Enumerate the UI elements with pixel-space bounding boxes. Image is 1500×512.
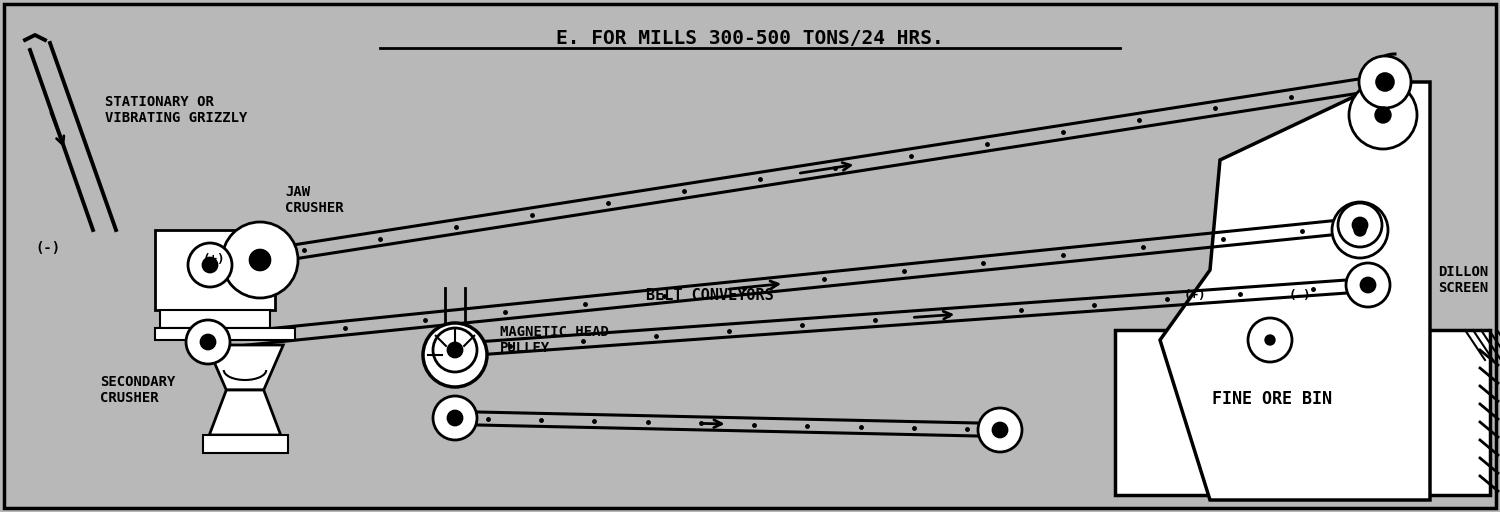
- Circle shape: [222, 222, 298, 298]
- Circle shape: [447, 343, 462, 358]
- Bar: [154, 328, 296, 340]
- Circle shape: [1248, 318, 1292, 362]
- Bar: [1114, 330, 1490, 495]
- Circle shape: [447, 410, 462, 425]
- Circle shape: [423, 323, 488, 387]
- Circle shape: [1353, 217, 1368, 232]
- Bar: [202, 435, 288, 453]
- Bar: [160, 310, 270, 328]
- Text: (-): (-): [1288, 288, 1311, 302]
- Circle shape: [978, 408, 1022, 452]
- Circle shape: [433, 396, 477, 440]
- Circle shape: [1376, 107, 1390, 123]
- Circle shape: [1376, 73, 1394, 91]
- Circle shape: [993, 422, 1008, 438]
- Text: (+): (+): [202, 253, 225, 267]
- Polygon shape: [1160, 82, 1430, 500]
- Circle shape: [433, 328, 477, 372]
- Circle shape: [1348, 81, 1418, 149]
- Text: BELT CONVEYORS: BELT CONVEYORS: [646, 288, 774, 303]
- Circle shape: [186, 320, 230, 364]
- Circle shape: [1360, 278, 1376, 293]
- Polygon shape: [207, 345, 284, 390]
- Text: FINE ORE BIN: FINE ORE BIN: [1212, 390, 1332, 408]
- Circle shape: [1359, 56, 1411, 108]
- Circle shape: [201, 334, 216, 350]
- Circle shape: [188, 243, 232, 287]
- Text: (-): (-): [36, 241, 60, 255]
- Circle shape: [249, 249, 270, 271]
- Text: E. FOR MILLS 300-500 TONS/24 HRS.: E. FOR MILLS 300-500 TONS/24 HRS.: [556, 29, 944, 48]
- Text: JAW
CRUSHER: JAW CRUSHER: [285, 185, 344, 215]
- Circle shape: [1332, 202, 1388, 258]
- Circle shape: [1264, 335, 1275, 345]
- Text: (+): (+): [1184, 288, 1206, 302]
- Circle shape: [1346, 263, 1390, 307]
- Text: SECONDARY
CRUSHER: SECONDARY CRUSHER: [100, 375, 176, 405]
- Text: STATIONARY OR
VIBRATING GRIZZLY: STATIONARY OR VIBRATING GRIZZLY: [105, 95, 248, 125]
- Polygon shape: [210, 390, 280, 435]
- Text: DILLON
SCREEN: DILLON SCREEN: [1438, 265, 1488, 295]
- Circle shape: [202, 258, 217, 273]
- Bar: [154, 230, 274, 310]
- Circle shape: [1354, 224, 1366, 236]
- Text: MAGNETIC HEAD
PULLEY: MAGNETIC HEAD PULLEY: [500, 325, 609, 355]
- Circle shape: [1338, 203, 1382, 247]
